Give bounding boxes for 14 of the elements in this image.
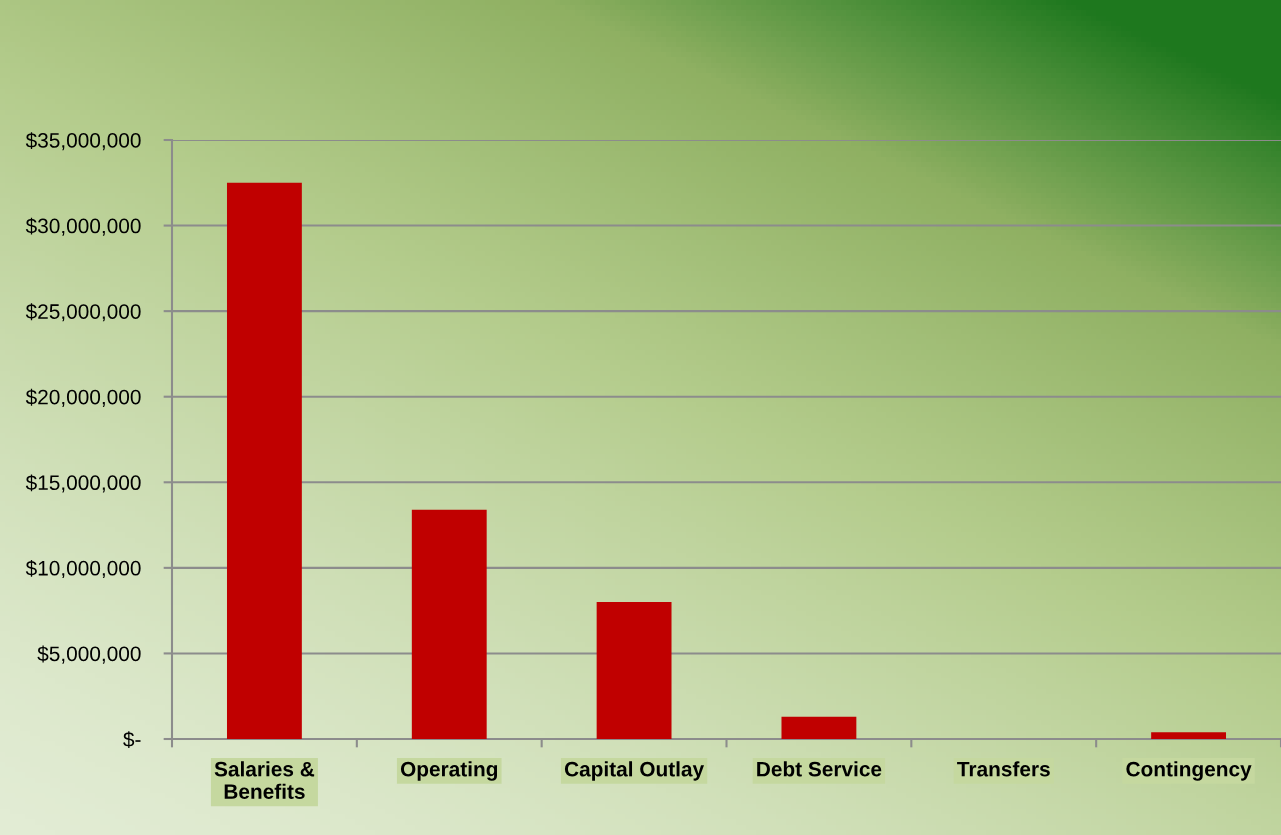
x-tick-label: Capital Outlay: [564, 761, 705, 781]
x-tick-label: Transfers: [957, 761, 1050, 777]
y-tick-label: $10,000,000: [25, 559, 141, 579]
x-tick-label: Salaries & Benefits: [214, 761, 315, 799]
x-tick-label: Operating: [400, 761, 498, 781]
y-tick-label: $25,000,000: [25, 303, 141, 322]
y-tick-label: $15,000,000: [25, 474, 141, 493]
y-tick-label: $30,000,000: [25, 217, 141, 236]
y-tick-label: $20,000,000: [25, 388, 141, 407]
y-tick-label: $-: [123, 731, 141, 748]
x-tick-label: Contingency: [1126, 761, 1252, 781]
x-tick-label: Debt Service: [757, 761, 882, 777]
y-tick-label: $35,000,000: [25, 132, 141, 151]
y-tick-label: $5,000,000: [37, 645, 141, 664]
